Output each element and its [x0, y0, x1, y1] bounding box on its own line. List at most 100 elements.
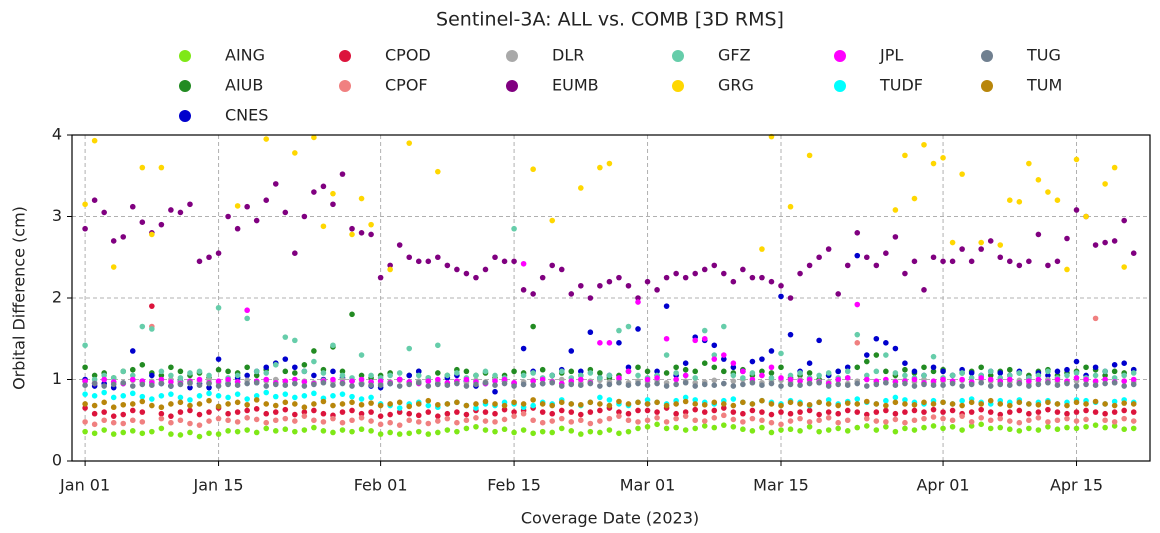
point [759, 372, 765, 379]
point [1073, 358, 1080, 365]
point [940, 368, 946, 375]
point [854, 230, 861, 236]
point [749, 358, 756, 365]
point [940, 425, 946, 432]
point [91, 430, 98, 437]
point [301, 427, 308, 433]
point [711, 382, 718, 389]
point [997, 254, 1004, 261]
point [692, 383, 699, 389]
x-tick-label: Apr 15 [1050, 476, 1103, 495]
point [997, 401, 1004, 407]
point [759, 368, 765, 375]
point [530, 397, 536, 403]
point [959, 413, 965, 419]
point [635, 299, 641, 305]
point [740, 381, 746, 388]
point [82, 201, 88, 208]
point [1102, 417, 1108, 424]
point [749, 415, 756, 422]
point [844, 375, 851, 381]
point [797, 415, 803, 422]
point [673, 364, 679, 371]
point [721, 368, 727, 375]
point [854, 409, 861, 415]
point [339, 401, 346, 407]
point [968, 399, 975, 406]
point [425, 431, 432, 437]
point [234, 419, 241, 425]
point [206, 409, 212, 415]
point [368, 382, 374, 389]
point [787, 295, 794, 301]
point [825, 401, 832, 407]
point [902, 419, 908, 426]
point [1092, 242, 1099, 248]
point [587, 409, 594, 415]
point [129, 383, 136, 389]
point [120, 401, 127, 408]
point [1016, 399, 1023, 406]
point [978, 415, 984, 421]
point [759, 382, 765, 389]
point [196, 422, 203, 428]
point [454, 419, 460, 426]
point [587, 420, 594, 427]
point [854, 340, 861, 346]
point [1083, 381, 1089, 388]
point [663, 419, 670, 425]
point [730, 383, 737, 389]
point [1102, 239, 1108, 246]
point [1064, 410, 1070, 417]
point [1073, 383, 1080, 389]
point [1073, 425, 1080, 432]
point [892, 382, 899, 389]
point [177, 209, 184, 216]
point [272, 381, 279, 388]
point [930, 368, 937, 375]
point [454, 428, 460, 435]
point [120, 368, 127, 375]
point [282, 368, 289, 375]
point [196, 401, 203, 407]
point [1111, 362, 1118, 368]
point [492, 388, 498, 395]
point [244, 396, 250, 402]
point [825, 246, 832, 252]
point [1064, 424, 1070, 431]
point [1130, 250, 1137, 256]
point [873, 401, 880, 407]
point [463, 368, 470, 375]
point [806, 407, 813, 414]
point [320, 410, 327, 417]
point [959, 383, 965, 389]
point [158, 415, 165, 422]
point [682, 398, 689, 405]
point [234, 399, 241, 406]
point [473, 415, 479, 421]
point [692, 401, 699, 407]
point [139, 419, 146, 425]
point [444, 382, 451, 389]
point [444, 401, 451, 407]
point [711, 415, 718, 421]
point [701, 381, 708, 388]
point [120, 393, 127, 399]
point [196, 382, 203, 389]
point [177, 375, 184, 381]
point [854, 424, 861, 431]
point [987, 372, 994, 379]
point [282, 415, 289, 422]
point [1111, 398, 1118, 405]
point [292, 376, 298, 383]
point [597, 375, 603, 381]
point [82, 428, 88, 435]
point [396, 422, 403, 428]
point [701, 401, 708, 408]
point [206, 418, 212, 424]
point [206, 384, 212, 391]
point [749, 274, 756, 281]
point [463, 402, 470, 409]
point [616, 409, 622, 415]
